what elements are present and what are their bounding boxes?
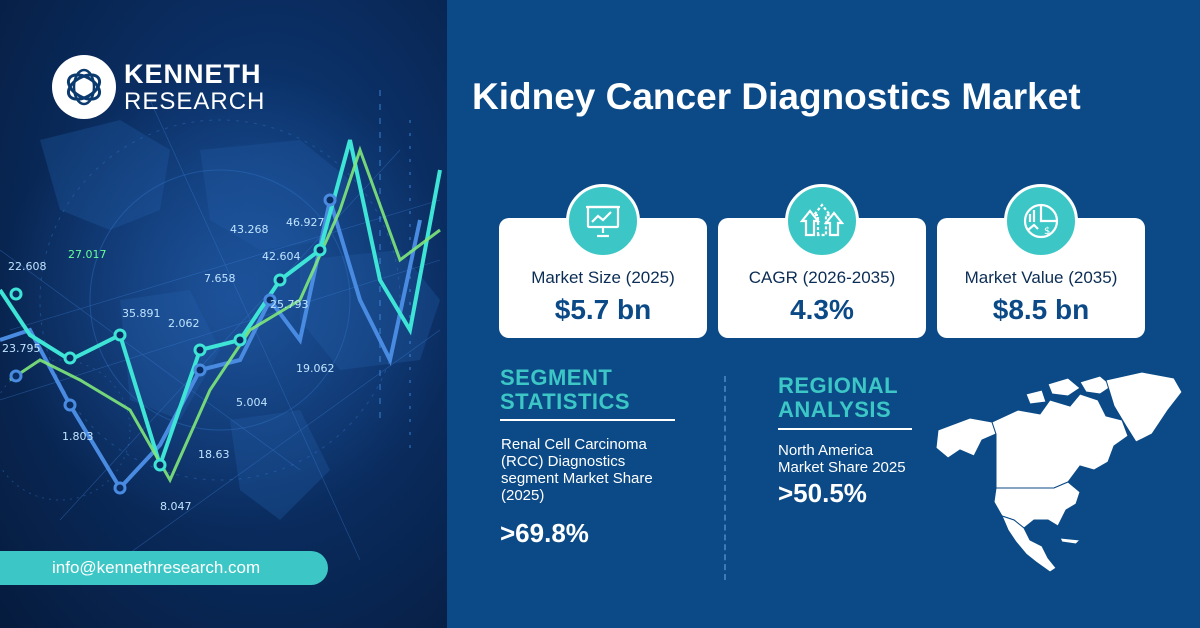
desc-line: Market Share 2025 bbox=[778, 459, 906, 476]
card-label: CAGR (2026-2035) bbox=[748, 268, 896, 287]
card-label: Market Value (2035) bbox=[964, 268, 1118, 287]
desc-line: (2025) bbox=[501, 487, 545, 504]
regional-underline bbox=[778, 428, 912, 430]
bg-number: 23.795 bbox=[2, 342, 41, 355]
email-text: info@kennethresearch.com bbox=[52, 558, 261, 577]
segment-underline bbox=[500, 419, 675, 421]
presentation-chart-icon bbox=[566, 184, 640, 258]
desc-line: North America bbox=[778, 442, 874, 459]
card-value: $8.5 bn bbox=[992, 294, 1090, 325]
value-chart-icon: $ bbox=[1004, 184, 1078, 258]
card-value: 4.3% bbox=[790, 294, 854, 325]
regional-heading-line2: ANALYSIS bbox=[778, 397, 892, 422]
regional-share-value: >50.5% bbox=[778, 478, 867, 508]
bg-number: 7.658 bbox=[204, 272, 236, 285]
card-label: Market Size (2025) bbox=[531, 268, 675, 287]
bg-number: 2.062 bbox=[168, 317, 200, 330]
desc-line: Renal Cell Carcinoma bbox=[501, 436, 647, 453]
contact-email[interactable]: info@kennethresearch.com bbox=[0, 551, 328, 585]
svg-text:$: $ bbox=[1044, 226, 1050, 237]
bg-number: 42.604 bbox=[262, 250, 301, 263]
bg-number: 19.062 bbox=[296, 362, 335, 375]
section-divider bbox=[724, 376, 726, 580]
segment-heading-line2: STATISTICS bbox=[500, 389, 631, 414]
segment-heading-line1: SEGMENT bbox=[500, 365, 613, 390]
regional-heading-line1: REGIONAL bbox=[778, 373, 899, 398]
financial-chart-background: 22.608 27.017 23.795 35.891 2.062 7.658 … bbox=[0, 70, 447, 561]
card-value: $5.7 bn bbox=[554, 294, 652, 325]
bg-number: 8.047 bbox=[160, 500, 192, 513]
regional-description: North America Market Share 2025 bbox=[778, 442, 906, 476]
page-title: Kidney Cancer Diagnostics Market bbox=[472, 76, 1081, 117]
desc-line: (RCC) Diagnostics bbox=[501, 453, 626, 470]
segment-share-value: >69.8% bbox=[500, 518, 589, 548]
hero-image-panel: 22.608 27.017 23.795 35.891 2.062 7.658 … bbox=[0, 0, 447, 628]
logo-mark-icon bbox=[52, 55, 116, 119]
brand-name-line2: RESEARCH bbox=[124, 87, 266, 115]
regional-heading: REGIONAL ANALYSIS bbox=[778, 374, 898, 422]
bg-number: 46.927 bbox=[286, 216, 325, 229]
desc-line: segment Market Share bbox=[501, 470, 653, 487]
north-america-map bbox=[935, 371, 1183, 573]
bg-number: 35.891 bbox=[122, 307, 161, 320]
bg-number: 27.017 bbox=[68, 248, 107, 261]
bg-number: 1.803 bbox=[62, 430, 94, 443]
bg-number: 5.004 bbox=[236, 396, 268, 409]
bg-number: 43.268 bbox=[230, 223, 269, 236]
bg-number: 22.608 bbox=[8, 260, 47, 273]
brand-logo: KENNETH RESEARCH bbox=[52, 55, 265, 119]
growth-arrows-icon bbox=[785, 184, 859, 258]
bg-number: 25.793 bbox=[270, 298, 309, 311]
segment-heading: SEGMENT STATISTICS bbox=[500, 366, 630, 414]
bg-number: 18.63 bbox=[198, 448, 230, 461]
cagr-card: CAGR (2026-2035) 4.3% bbox=[718, 218, 926, 338]
brand-name-line1: KENNETH bbox=[124, 58, 262, 89]
segment-description: Renal Cell Carcinoma (RCC) Diagnostics s… bbox=[501, 436, 653, 504]
